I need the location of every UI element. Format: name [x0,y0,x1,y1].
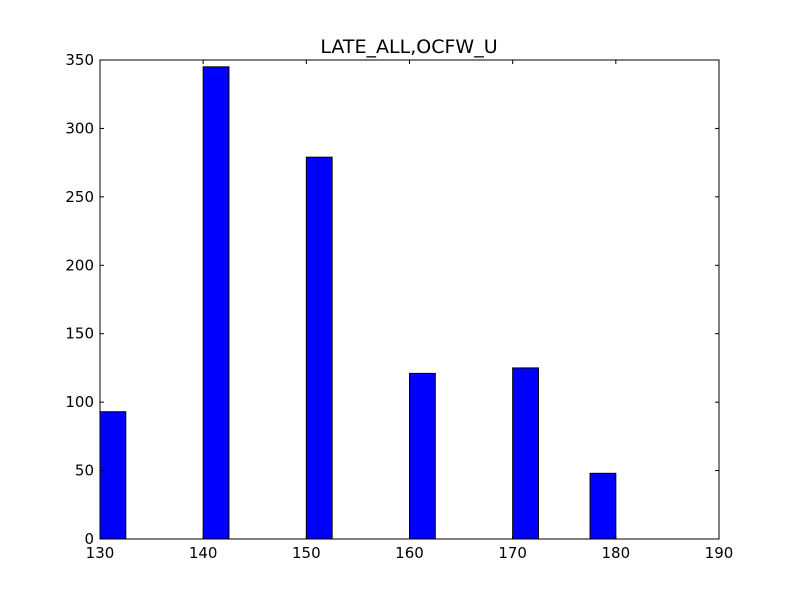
chart-title: LATE_ALL,OCFW_U [320,36,497,58]
bar-3 [409,372,436,540]
x-tick-label-2: 150 [292,544,321,562]
axis-ticks: 130 140 150 160 170 180 190 0 50 100 150 200 250 300 3… [65,51,733,562]
y-tick-label-6: 300 [65,119,94,137]
bars [99,66,617,540]
x-tick-label-1: 140 [189,544,218,562]
bar-2 [305,156,333,540]
y-tick-label-0: 0 [84,530,94,548]
bar-4 [512,367,539,540]
x-tick-label-3: 160 [395,544,424,562]
x-tick-label-5: 180 [602,544,631,562]
bar-1 [202,66,230,540]
x-tick-label-4: 170 [498,544,527,562]
y-tick-label-1: 50 [75,462,94,480]
y-tick-label-4: 200 [65,256,94,274]
bar-0 [99,411,127,540]
plot-frame [99,59,720,540]
x-tick-label-6: 190 [705,544,734,562]
y-tick-label-3: 150 [65,325,94,343]
x-tick-label-0: 130 [86,544,115,562]
y-tick-label-5: 250 [65,188,94,206]
y-tick-label-2: 100 [65,393,94,411]
y-tick-label-7: 350 [65,51,94,69]
bar-5 [589,472,617,540]
